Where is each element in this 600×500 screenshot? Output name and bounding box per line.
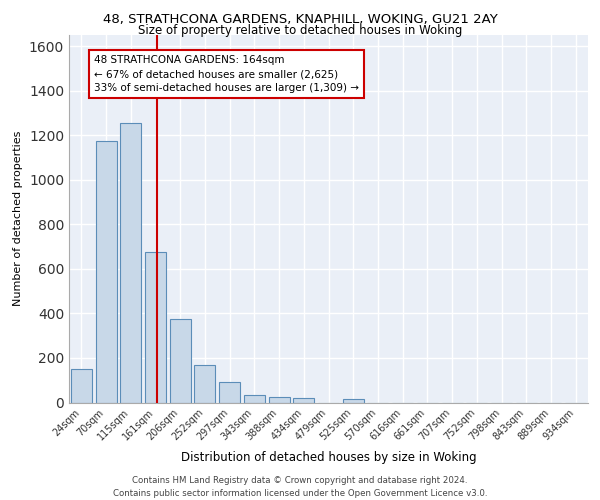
Text: 48 STRATHCONA GARDENS: 164sqm
← 67% of detached houses are smaller (2,625)
33% o: 48 STRATHCONA GARDENS: 164sqm ← 67% of d… [94, 55, 359, 93]
Bar [145, 252, 166, 402]
Bar [343, 399, 364, 402]
Text: Contains HM Land Registry data © Crown copyright and database right 2024.
Contai: Contains HM Land Registry data © Crown c… [113, 476, 487, 498]
Bar [95, 141, 116, 403]
Bar [194, 364, 215, 403]
Bar [219, 382, 240, 402]
X-axis label: Distribution of detached houses by size in Woking: Distribution of detached houses by size … [181, 450, 476, 464]
Bar [244, 394, 265, 402]
Y-axis label: Number of detached properties: Number of detached properties [13, 131, 23, 306]
Bar [170, 319, 191, 402]
Text: 48, STRATHCONA GARDENS, KNAPHILL, WOKING, GU21 2AY: 48, STRATHCONA GARDENS, KNAPHILL, WOKING… [103, 12, 497, 26]
Bar [120, 123, 141, 402]
Bar [293, 398, 314, 402]
Bar [269, 397, 290, 402]
Text: Size of property relative to detached houses in Woking: Size of property relative to detached ho… [138, 24, 462, 37]
Bar [71, 369, 92, 402]
